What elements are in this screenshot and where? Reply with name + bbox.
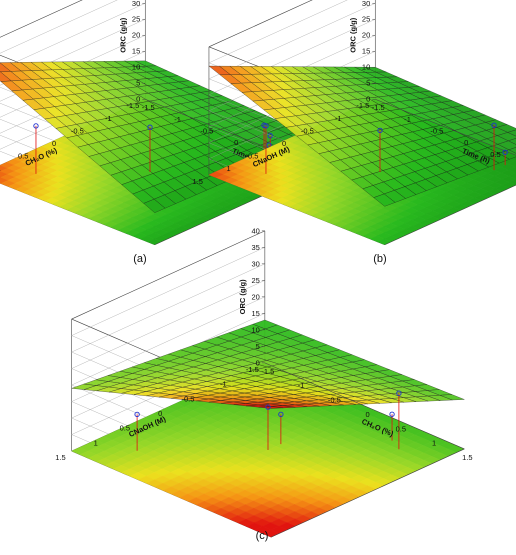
x-tick-label: -1.5: [142, 103, 155, 112]
z-tick-label: 25: [132, 15, 140, 24]
x-tick-label: -0.5: [328, 396, 341, 405]
z-tick-label: 40: [252, 226, 260, 235]
x-tick-label: -0.5: [430, 127, 443, 136]
z-tick-label: 10: [132, 63, 140, 72]
y-tick-label: -1.5: [246, 365, 259, 374]
z-tick-label: 5: [366, 79, 370, 88]
y-tick-label: -1: [105, 114, 112, 123]
x-tick-label: 1.5: [462, 453, 472, 462]
panel-caption: (a): [133, 253, 146, 265]
y-tick-label: -1: [220, 380, 227, 389]
x-tick-label: 0.5: [490, 150, 500, 159]
z-axis-title: ORC (g/g): [118, 17, 127, 52]
z-tick-label: 15: [252, 309, 260, 318]
z-tick-label: 20: [362, 31, 370, 40]
y-tick-label: -1: [335, 114, 342, 123]
z-axis-title: ORC (g/g): [348, 17, 357, 52]
z-axis-title: ORC (g/g): [238, 279, 247, 314]
y-tick-label: 1.5: [55, 453, 65, 462]
z-tick-label: 15: [362, 47, 370, 56]
y-tick-label: 1: [94, 438, 98, 447]
y-tick-label: -0.5: [71, 126, 84, 135]
y-tick-label: -0.5: [301, 126, 314, 135]
x-tick-label: -1.5: [372, 103, 385, 112]
x-tick-label: -1: [298, 381, 305, 390]
x-tick-label: -1: [174, 115, 181, 124]
panel-caption: (c): [256, 530, 269, 542]
y-tick-label: 1.5: [193, 177, 203, 186]
z-tick-label: 5: [256, 342, 260, 351]
z-tick-label: 5: [136, 79, 140, 88]
y-tick-label: -1.5: [126, 101, 139, 110]
box-edge: [72, 231, 265, 319]
z-tick-label: 10: [362, 63, 370, 72]
y-tick-label: -1.5: [356, 101, 369, 110]
x-tick-label: -1.5: [261, 367, 274, 376]
z-tick-label: 20: [132, 31, 140, 40]
y-tick-label: 1: [0, 164, 1, 173]
z-tick-label: 25: [362, 15, 370, 24]
x-tick-label: -1: [404, 115, 411, 124]
z-tick-label: 30: [252, 259, 260, 268]
x-tick-label: 0.5: [396, 424, 406, 433]
z-tick-label: 20: [252, 292, 260, 301]
z-tick-label: 30: [362, 0, 370, 8]
x-tick-label: 1: [432, 439, 436, 448]
z-tick-label: 15: [132, 47, 140, 56]
z-tick-label: 25: [252, 276, 260, 285]
y-tick-label: -0.5: [182, 394, 195, 403]
z-tick-label: 30: [132, 0, 140, 8]
panel-caption: (b): [373, 253, 386, 265]
z-tick-label: 35: [252, 243, 260, 252]
z-tick-label: 10: [252, 325, 260, 334]
y-tick-label: 1: [227, 164, 231, 173]
